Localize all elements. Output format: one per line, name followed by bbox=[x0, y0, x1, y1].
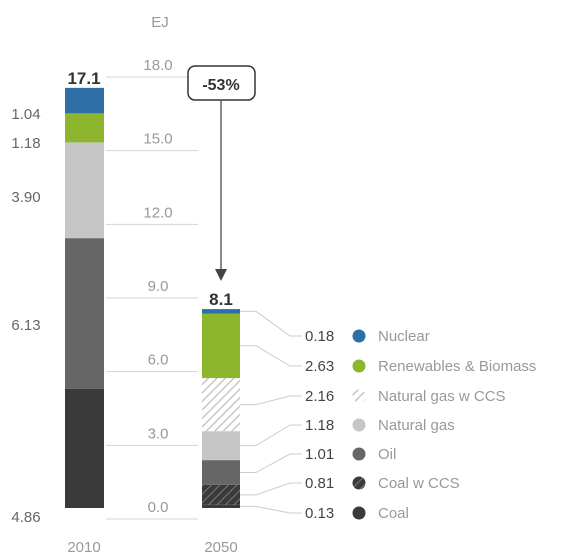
value-label-2010: 4.86 bbox=[11, 509, 40, 526]
legend-marker-nuclear bbox=[352, 329, 366, 343]
leader-line bbox=[240, 310, 302, 337]
value-label-2050: 1.01 bbox=[305, 446, 334, 463]
legend-marker-natural-gas-w-ccs bbox=[352, 389, 366, 403]
bar-segment-renewables-and-biomass bbox=[202, 313, 240, 379]
legend-marker-coal bbox=[352, 506, 366, 520]
leader-line bbox=[240, 482, 302, 496]
leader-line bbox=[240, 505, 302, 514]
value-label-2050: 2.16 bbox=[305, 388, 334, 405]
y-tick-label: 12.0 bbox=[143, 204, 172, 221]
change-callout: -53% bbox=[187, 65, 256, 281]
legend-label-nuclear: Nuclear bbox=[378, 328, 430, 345]
y-tick-label: 0.0 bbox=[148, 499, 169, 516]
bar-segment-natural-gas-w-ccs bbox=[202, 378, 240, 432]
y-tick-label: 15.0 bbox=[143, 131, 172, 148]
bar-segment-nuclear bbox=[202, 309, 240, 314]
legend-marker-natural-gas bbox=[352, 418, 366, 432]
leader-line bbox=[240, 453, 302, 474]
legend-label-natural-gas-w-ccs: Natural gas w CCS bbox=[378, 388, 506, 405]
value-label-2050: 0.18 bbox=[305, 328, 334, 345]
total-2010: 17.1 bbox=[67, 69, 100, 88]
bar-segment-coal-w-ccs bbox=[202, 484, 240, 505]
value-label-2050: 0.81 bbox=[305, 475, 334, 492]
value-label-2050: 0.13 bbox=[305, 505, 334, 522]
total-2050: 8.1 bbox=[209, 290, 233, 309]
bar-segment-oil bbox=[202, 460, 240, 485]
value-label-2010: 6.13 bbox=[11, 317, 40, 334]
bar-2010 bbox=[65, 87, 104, 508]
x-label-2050: 2050 bbox=[204, 539, 237, 555]
leader-line bbox=[240, 424, 302, 447]
value-label-2010: 1.18 bbox=[11, 135, 40, 152]
legend-label-coal: Coal bbox=[378, 505, 409, 522]
change-arrow-head bbox=[215, 269, 227, 281]
change-value: -53% bbox=[202, 77, 239, 94]
value-label-2050: 1.18 bbox=[305, 417, 334, 434]
legend-label-oil: Oil bbox=[378, 446, 396, 463]
legend-label-renewables-and-biomass: Renewables & Biomass bbox=[378, 358, 536, 375]
bar-segment-renewables-and-biomass bbox=[65, 113, 104, 143]
y-tick-label: 3.0 bbox=[148, 425, 169, 442]
bar-segment-oil bbox=[65, 238, 104, 389]
bar-segment-nuclear bbox=[65, 87, 104, 114]
y-tick-label: 9.0 bbox=[148, 278, 169, 295]
bar-segment-coal bbox=[202, 504, 240, 508]
legend-marker-coal-w-ccs bbox=[352, 476, 366, 490]
x-label-2010: 2010 bbox=[67, 539, 100, 555]
bar-segment-coal bbox=[65, 388, 104, 508]
bar-2050 bbox=[202, 309, 240, 508]
y-tick-label: 6.0 bbox=[148, 352, 169, 369]
bar-segment-natural-gas bbox=[202, 431, 240, 461]
legend-marker-oil bbox=[352, 447, 366, 461]
legend-marker-renewables-and-biomass bbox=[352, 359, 366, 373]
value-label-2010: 1.04 bbox=[11, 106, 40, 123]
leader-line bbox=[240, 345, 302, 367]
y-tick-label: 18.0 bbox=[143, 57, 172, 74]
value-label-2010: 3.90 bbox=[11, 189, 40, 206]
legend-label-natural-gas: Natural gas bbox=[378, 417, 455, 434]
unit-label: EJ bbox=[151, 14, 169, 31]
bar-segment-natural-gas bbox=[65, 142, 104, 239]
legend-label-coal-w-ccs: Coal w CCS bbox=[378, 475, 460, 492]
leader-line bbox=[240, 395, 302, 406]
value-label-2050: 2.63 bbox=[305, 358, 334, 375]
